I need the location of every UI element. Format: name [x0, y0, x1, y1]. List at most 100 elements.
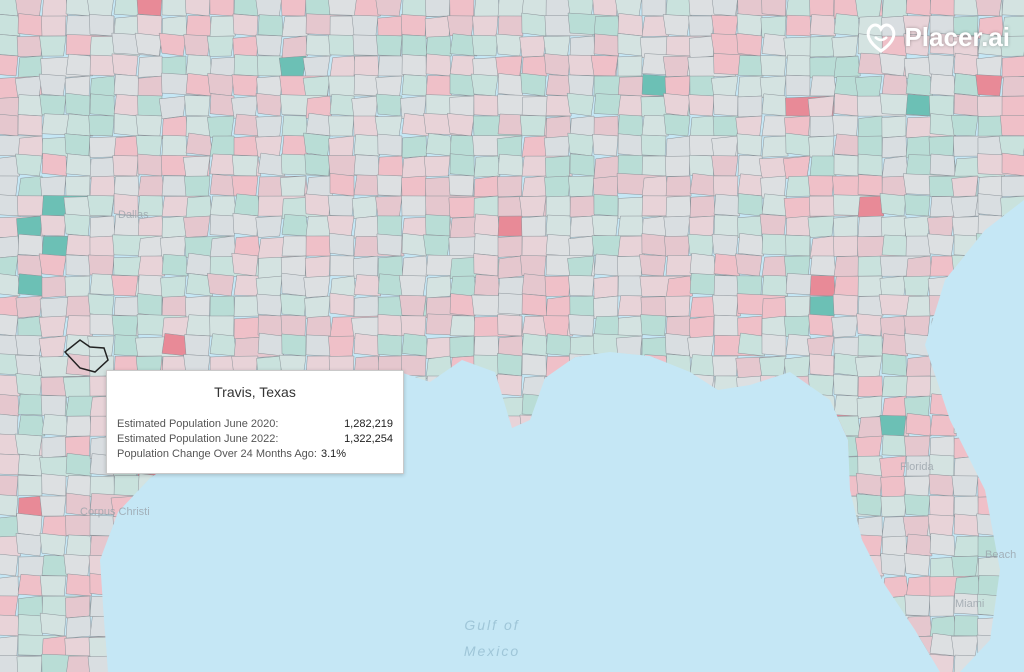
county	[713, 314, 739, 337]
county	[111, 315, 139, 337]
county	[977, 115, 1003, 137]
county	[65, 475, 93, 497]
county	[39, 532, 67, 557]
county	[519, 115, 547, 137]
county	[953, 495, 979, 518]
county	[113, 93, 141, 117]
county	[303, 132, 331, 157]
county	[520, 255, 547, 277]
county	[423, 155, 451, 177]
county	[567, 74, 595, 97]
county	[279, 175, 307, 198]
county	[231, 252, 259, 277]
county	[617, 55, 643, 78]
county	[497, 353, 523, 377]
county	[302, 55, 331, 79]
county	[209, 315, 235, 337]
county	[880, 553, 907, 577]
county	[567, 132, 595, 157]
county	[903, 494, 931, 517]
county	[951, 175, 979, 199]
county	[616, 255, 643, 277]
county	[856, 313, 883, 337]
county	[497, 73, 523, 97]
county	[689, 75, 715, 97]
county	[376, 233, 403, 257]
county	[184, 175, 211, 197]
county	[544, 53, 571, 77]
county	[353, 215, 381, 239]
county	[785, 14, 812, 37]
county	[617, 95, 645, 117]
county	[712, 115, 739, 138]
county	[662, 55, 691, 77]
county	[782, 155, 811, 180]
county	[903, 553, 931, 577]
county	[281, 15, 310, 37]
county	[256, 293, 283, 317]
county	[857, 135, 883, 157]
county	[424, 15, 451, 40]
county	[951, 555, 979, 578]
county	[809, 353, 835, 377]
county	[904, 594, 931, 617]
county	[593, 253, 621, 277]
county	[353, 0, 381, 19]
county	[713, 94, 739, 117]
county	[521, 353, 547, 377]
county	[854, 75, 883, 98]
county	[881, 74, 909, 97]
county	[689, 154, 715, 177]
county	[449, 135, 476, 157]
county	[857, 174, 883, 197]
county	[905, 295, 934, 317]
county	[663, 113, 691, 137]
county	[401, 354, 427, 377]
county	[111, 53, 139, 77]
county	[281, 235, 309, 257]
county	[473, 253, 499, 277]
logo: Placer.ai	[864, 20, 1010, 54]
county	[928, 53, 955, 77]
county	[833, 133, 862, 157]
county	[0, 614, 21, 637]
county	[785, 234, 811, 257]
county	[137, 175, 166, 197]
county	[185, 54, 213, 77]
county	[737, 55, 765, 77]
county	[113, 135, 141, 158]
county	[0, 595, 19, 617]
county	[951, 635, 979, 657]
county	[377, 334, 403, 357]
county	[89, 14, 115, 37]
county	[903, 475, 931, 497]
county	[711, 135, 739, 160]
county	[0, 553, 19, 577]
county	[281, 35, 308, 60]
county	[785, 54, 812, 77]
county	[161, 215, 187, 239]
county	[593, 275, 619, 299]
county	[353, 134, 380, 157]
county	[761, 93, 789, 117]
county	[401, 232, 427, 257]
county	[41, 515, 69, 537]
county	[1001, 75, 1024, 98]
county	[0, 413, 19, 437]
county	[617, 315, 643, 339]
county	[641, 0, 667, 17]
county	[905, 413, 932, 437]
county	[302, 75, 331, 99]
county	[712, 294, 739, 317]
county	[809, 295, 835, 318]
county	[950, 114, 979, 137]
county	[209, 0, 235, 17]
county	[65, 53, 93, 77]
county	[398, 275, 427, 297]
county	[16, 35, 43, 58]
county	[950, 195, 979, 218]
county	[326, 215, 355, 237]
county	[233, 54, 259, 77]
county	[41, 15, 67, 37]
county	[89, 235, 115, 258]
